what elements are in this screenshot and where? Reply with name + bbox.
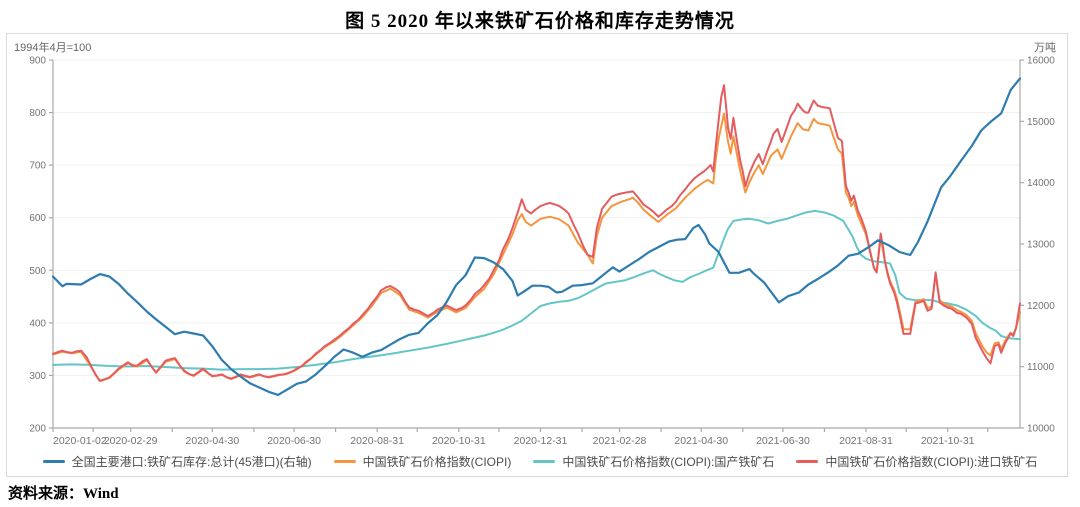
- x-tick-label: 2021-10-31: [921, 435, 975, 447]
- right-tick-label: 14000: [1027, 178, 1055, 189]
- legend-line-swatch: [333, 460, 356, 463]
- x-tick-label: 2020-12-31: [514, 435, 568, 447]
- series-line-0: [51, 77, 1022, 396]
- legend-item-2[interactable]: 中国铁矿石价格指数(CIOPI):国产铁矿石: [533, 453, 774, 470]
- data-source-note: 资料来源：Wind: [8, 486, 119, 502]
- left-tick-label: 200: [29, 424, 46, 435]
- right-tick-label: 16000: [1027, 56, 1055, 67]
- legend-item-0[interactable]: 全国主要港口:铁矿石库存:总计(45港口)(右轴): [42, 453, 312, 470]
- right-tick-label: 11000: [1027, 362, 1055, 373]
- series-line-1: [52, 112, 1021, 383]
- legend-line-swatch: [533, 460, 556, 463]
- legend-line-swatch: [796, 460, 819, 463]
- chart-card: [6, 33, 1068, 477]
- legend-item-1[interactable]: 中国铁矿石价格指数(CIOPI): [333, 453, 512, 470]
- right-tick-label: 10000: [1027, 424, 1055, 435]
- right-tick-label: 12000: [1027, 301, 1055, 312]
- x-tick-label: 2021-06-30: [756, 435, 810, 447]
- right-tick-label: 15000: [1027, 117, 1055, 128]
- right-tick-label: 13000: [1027, 240, 1055, 251]
- x-tick-label: 2020-04-30: [186, 435, 240, 447]
- left-tick-label: 700: [29, 161, 46, 172]
- x-tick-label: 2020-10-31: [432, 435, 486, 447]
- left-tick-label: 800: [29, 108, 46, 119]
- x-tick-label: 2020-01-02: [53, 435, 107, 447]
- left-axis-unit-label: 1994年4月=100: [14, 42, 92, 54]
- x-tick-label: 2021-08-31: [839, 435, 893, 447]
- legend-label: 全国主要港口:铁矿石库存:总计(45港口)(右轴): [71, 455, 312, 469]
- legend-label: 中国铁矿石价格指数(CIOPI): [362, 455, 512, 469]
- x-tick-label: 2021-04-30: [674, 435, 728, 447]
- x-tick-label: 2020-08-31: [350, 435, 404, 447]
- x-tick-label: 2020-02-29: [104, 435, 158, 447]
- left-tick-label: 400: [29, 318, 46, 329]
- legend-label: 中国铁矿石价格指数(CIOPI):进口铁矿石: [825, 455, 1038, 469]
- left-tick-label: 900: [29, 56, 46, 67]
- left-tick-label: 300: [29, 371, 46, 382]
- left-tick-label: 600: [29, 213, 46, 224]
- page-title: 图 5 2020 年以来铁矿石价格和库存走势情况: [345, 11, 735, 32]
- legend-label: 中国铁矿石价格指数(CIOPI):国产铁矿石: [562, 455, 775, 469]
- series-line-2: [52, 209, 1021, 371]
- series-line-3: [52, 84, 1021, 382]
- left-tick-label: 500: [29, 266, 46, 277]
- chart-legend: 全国主要港口:铁矿石库存:总计(45港口)(右轴) 中国铁矿石价格指数(CIOPI…: [0, 453, 1080, 470]
- x-tick-label: 2021-02-28: [593, 435, 647, 447]
- legend-line-swatch: [42, 460, 65, 463]
- right-axis-unit-label: 万吨: [1034, 42, 1056, 54]
- legend-item-3[interactable]: 中国铁矿石价格指数(CIOPI):进口铁矿石: [796, 453, 1037, 470]
- x-tick-label: 2020-06-30: [267, 435, 321, 447]
